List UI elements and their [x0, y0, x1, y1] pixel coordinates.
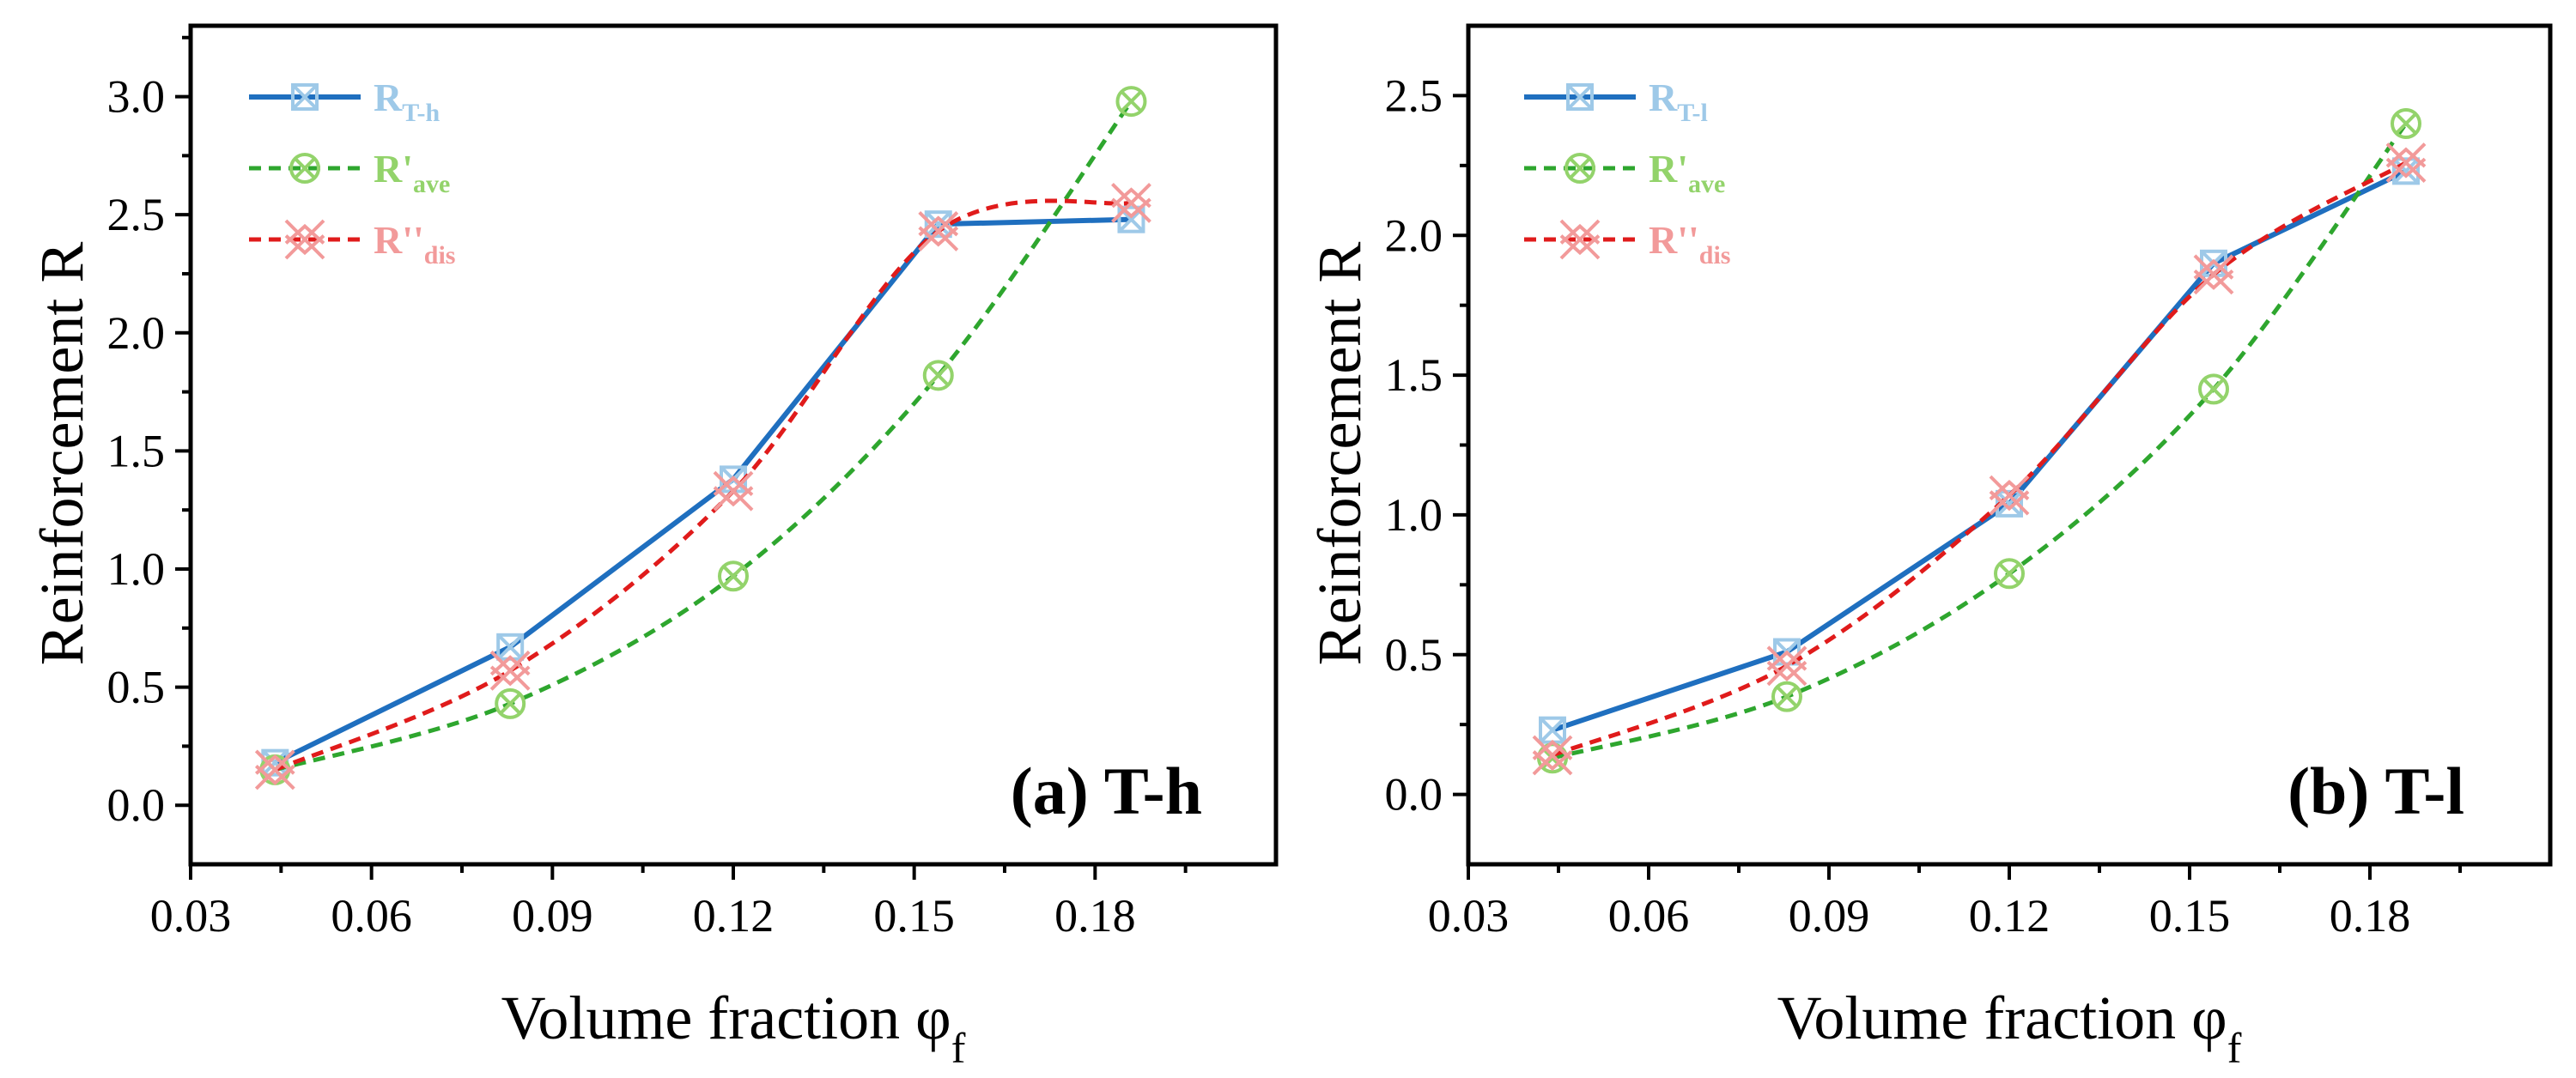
data-point-1-4 — [2391, 107, 2421, 139]
legend-label: R'ave — [374, 147, 450, 198]
data-point-2-3 — [918, 211, 959, 251]
legend-entry-2: R''dis — [1524, 218, 1730, 270]
x-tick-label: 0.06 — [331, 890, 412, 942]
x-axis-label: Volume fraction φf — [1777, 984, 2242, 1072]
panel-label: (a) T-h — [1011, 754, 1202, 828]
data-point-1-2 — [1994, 558, 2025, 590]
x-tick-label: 0.18 — [1054, 890, 1136, 942]
data-point-0-0 — [1539, 716, 1566, 744]
y-tick-label: 2.0 — [107, 307, 166, 359]
legend-entry-1: R'ave — [1524, 147, 1725, 198]
data-point-1-3 — [922, 360, 954, 391]
legend-label: RT-l — [1649, 76, 1708, 127]
series-line-0 — [273, 216, 1132, 766]
data-point-0-2 — [1996, 489, 2023, 518]
y-tick-label: 0.5 — [107, 662, 166, 713]
data-point-1-3 — [2198, 373, 2229, 405]
data-point-2-2 — [713, 470, 754, 512]
legend-label: RT-h — [374, 76, 440, 127]
y-tick-label: 0.5 — [1385, 629, 1443, 681]
data-point-2-2 — [1989, 475, 2030, 516]
y-tick-label: 0.0 — [1385, 769, 1443, 821]
series-line-2 — [1552, 160, 2408, 758]
x-tick-label: 0.12 — [1969, 890, 2050, 942]
x-tick-label: 0.18 — [2330, 890, 2411, 942]
x-tick-label: 0.09 — [1789, 890, 1870, 942]
y-tick-label: 2.5 — [1385, 70, 1443, 121]
x-axis-label: Volume fraction φf — [501, 984, 966, 1072]
y-tick-label: 3.0 — [107, 71, 166, 123]
y-axis-label: Reinforcement R — [27, 242, 96, 666]
data-point-1-2 — [718, 560, 749, 592]
chart-panel-0: 0.03 0.06 0.09 0.12 0.15 0.18 0.0 0.5 1.0 1.5 2.0 2… — [27, 23, 1279, 1072]
x-tick-label: 0.03 — [1428, 890, 1510, 942]
data-point-2-1 — [1766, 645, 1807, 687]
panel-label: (b) T-l — [2287, 754, 2464, 828]
legend-label: R''dis — [1649, 218, 1730, 270]
data-point-2-0 — [254, 749, 295, 790]
data-point-2-4 — [2385, 142, 2427, 183]
legend-entry-1: R'ave — [249, 147, 450, 198]
data-point-1-4 — [1115, 86, 1147, 118]
x-tick-label: 0.12 — [693, 890, 775, 942]
x-tick-label: 0.03 — [150, 890, 232, 942]
chart-panel-1: 0.03 0.06 0.09 0.12 0.15 0.18 0.0 0.5 1.0 1.5 2.0 2… — [1305, 23, 2553, 1072]
y-tick-label: 2.0 — [1385, 209, 1443, 261]
y-axis-label: Reinforcement R — [1305, 242, 1374, 666]
data-point-2-0 — [1532, 735, 1573, 776]
x-tick-label: 0.15 — [2149, 890, 2231, 942]
y-tick-label: 1.5 — [1385, 349, 1443, 401]
data-point-1-1 — [495, 687, 526, 719]
legend-label: R'ave — [1649, 147, 1725, 198]
y-tick-label: 1.5 — [107, 425, 166, 476]
x-tick-label: 0.06 — [1608, 890, 1690, 942]
x-tick-label: 0.09 — [512, 890, 593, 942]
data-point-1-1 — [1771, 681, 1802, 712]
data-point-2-4 — [1111, 182, 1151, 223]
series-line-1 — [274, 100, 1133, 772]
legend-label: R''dis — [374, 218, 455, 270]
legend-entry-2: R''dis — [249, 218, 455, 270]
y-tick-label: 2.5 — [107, 189, 166, 240]
plot-frame — [188, 23, 1279, 867]
y-tick-label: 1.0 — [107, 543, 166, 595]
x-tick-label: 0.15 — [873, 890, 955, 942]
series-line-2 — [274, 198, 1132, 772]
data-point-0-4 — [2392, 157, 2420, 185]
legend-entry-0: RT-l — [1524, 76, 1708, 127]
data-point-2-1 — [489, 650, 531, 691]
y-tick-label: 1.0 — [1385, 489, 1443, 541]
y-tick-label: 0.0 — [107, 779, 166, 831]
legend-entry-0: RT-h — [249, 76, 440, 127]
data-point-2-3 — [2193, 254, 2234, 295]
